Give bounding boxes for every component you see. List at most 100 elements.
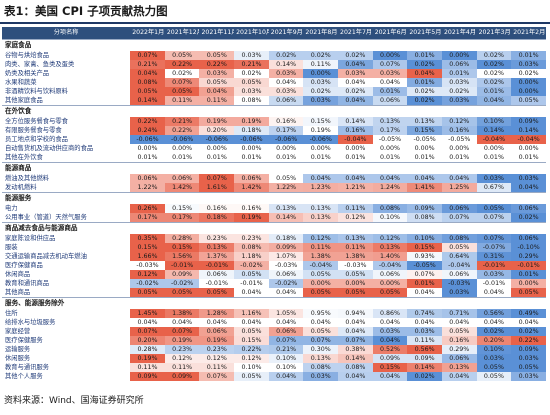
row-label: 其他个人服务	[5, 373, 43, 380]
heat-cell: 0.17%	[130, 213, 165, 223]
heat-cell: 0.15%	[372, 363, 408, 372]
heat-cell: 0.28%	[130, 345, 165, 354]
heat-cell: 0.08%	[441, 234, 477, 243]
section-header-row: 商品减去食品与能源商品	[2, 222, 546, 234]
heat-cell: 0.12%	[234, 354, 269, 363]
heat-cell: 0.11%	[199, 363, 235, 372]
row-label: 其他商品	[5, 289, 31, 296]
heat-cell: 0.00%	[511, 279, 546, 288]
heat-cell: 0.08%	[303, 363, 339, 372]
heat-cell: 0.00%	[372, 144, 408, 153]
heat-cell: 0.04%	[338, 174, 373, 183]
section-label: 能源服务	[2, 192, 546, 204]
heat-cell: 0.08%	[372, 204, 408, 213]
heat-cell: 0.07%	[164, 78, 200, 87]
row-label: 家庭陈设和供应品	[5, 235, 56, 242]
heat-cell: 0.15%	[164, 243, 200, 252]
heat-cell: 0.04%	[199, 87, 235, 96]
section-label: 家庭食品	[2, 39, 546, 51]
heat-cell: -0.02%	[164, 279, 200, 288]
table-row: 发动机燃料 1.22% 1.42% 1.61% 1.42% 1.22% 1.23% 1.21%…	[2, 183, 546, 193]
heat-cell: 1.40%	[372, 252, 408, 261]
heat-cell: 0.05%	[130, 87, 165, 96]
column-header: 2021年12月	[164, 27, 200, 40]
heat-cell: 0.07%	[338, 336, 373, 345]
heat-cell: 0.03%	[441, 96, 477, 106]
heat-cell: 0.05%	[234, 327, 269, 336]
heat-cell: 0.03%	[303, 96, 339, 106]
heat-cell: 0.00%	[164, 144, 200, 153]
heat-cell: 0.08%	[234, 243, 269, 252]
heat-cell: 0.06%	[441, 270, 477, 279]
row-label: 肉类、家禽、鱼类及蛋类	[5, 61, 75, 68]
table-row: 肉类、家禽、鱼类及蛋类 0.21% 0.22% 0.22% 0.21% 0.14% 0.11…	[2, 60, 546, 69]
heat-cell: 0.29%	[511, 252, 546, 261]
column-header: 2021年10月	[234, 27, 269, 40]
heat-cell: 0.38%	[338, 345, 373, 354]
heat-cell: 0.04%	[303, 174, 339, 183]
heat-cell: 0.06%	[511, 204, 546, 213]
heat-cell: 0.04%	[372, 318, 408, 327]
heat-cell: 0.03%	[234, 51, 269, 60]
heat-cell: 0.13%	[303, 354, 339, 363]
heat-cell: -0.05%	[441, 135, 477, 144]
heat-cell: 0.28%	[164, 234, 200, 243]
heat-cell: 0.02%	[476, 51, 512, 60]
table-row: 运输服务 0.28% 0.23% 0.23% 0.22% 0.21% 0.30% 0.38% 0…	[2, 345, 546, 354]
table-row: 公用事业（管道）天然气服务 0.17% 0.17% 0.18% 0.19% 0.14% 0.…	[2, 213, 546, 223]
heat-cell: 0.02%	[303, 51, 339, 60]
heat-cell: 0.14%	[511, 126, 546, 135]
heat-cell: 0.03%	[511, 60, 546, 69]
column-header: 2021年3月	[476, 27, 512, 40]
section-label: 能源商品	[2, 162, 546, 174]
header-row: 分项名称 2022年1月 2021年12月 2021年11月 2021年10月 …	[2, 27, 546, 40]
heat-cell: 0.56%	[476, 309, 512, 318]
heat-cell: 0.18%	[199, 213, 235, 223]
heat-cell: 0.12%	[199, 354, 235, 363]
heat-cell: 0.22%	[130, 117, 165, 126]
heat-cell: 0.00%	[303, 144, 339, 153]
heat-cell: 0.95%	[303, 309, 339, 318]
heat-cell: 0.21%	[268, 345, 304, 354]
heat-cell: 0.01%	[130, 153, 165, 163]
heat-cell: 0.31%	[476, 252, 512, 261]
heat-cell: 1.42%	[164, 183, 200, 193]
table-row: 给排水与垃圾服务 0.04% 0.04% 0.04% 0.04% 0.04% 0.04% 0.…	[2, 318, 546, 327]
heat-cell: 0.01%	[476, 153, 512, 163]
heat-cell: -0.02%	[130, 279, 165, 288]
heat-cell: 0.04%	[407, 69, 442, 78]
heat-cell: 0.05%	[234, 78, 269, 87]
heat-cell: 0.13%	[303, 204, 339, 213]
heat-cell: 0.01%	[407, 279, 442, 288]
heat-cell: 0.14%	[338, 117, 373, 126]
heat-cell: 0.05%	[441, 327, 477, 336]
heat-cell: 0.05%	[234, 372, 269, 381]
heat-cell: 0.03%	[338, 69, 373, 78]
heat-cell: 0.01%	[407, 51, 442, 60]
heat-cell: -0.04%	[303, 261, 339, 270]
heat-cell: 0.00%	[234, 144, 269, 153]
heat-cell: 0.13%	[303, 213, 339, 223]
heat-cell: 0.22%	[164, 126, 200, 135]
heat-cell: 1.22%	[268, 183, 304, 193]
heat-cell: 0.15%	[164, 204, 200, 213]
table-row: 其他家庭食品 0.14% 0.11% 0.11% 0.08% 0.06% 0.03% 0.04…	[2, 96, 546, 106]
table-row: 水果和蔬菜 0.08% 0.07% 0.05% 0.05% 0.04% 0.03% 0.04%…	[2, 78, 546, 87]
heat-cell: 0.01%	[511, 153, 546, 163]
heat-cell: -0.10%	[511, 243, 546, 252]
heat-cell: 0.64%	[441, 252, 477, 261]
heat-cell: 0.02%	[407, 372, 442, 381]
heat-cell: -0.03%	[441, 279, 477, 288]
heat-cell: 0.03%	[441, 78, 477, 87]
heat-cell: 0.03%	[303, 78, 339, 87]
table-row: 教育和通讯商品 -0.02% -0.02% -0.01% -0.01% -0.02% 0.0…	[2, 279, 546, 288]
heat-cell: 0.23%	[234, 234, 269, 243]
heat-cell: 0.15%	[407, 126, 442, 135]
heat-cell: 0.00%	[338, 144, 373, 153]
heat-cell: 0.19%	[199, 117, 235, 126]
heat-cell: 0.04%	[372, 78, 408, 87]
heat-cell: 0.05%	[164, 288, 200, 298]
heat-cell: 0.16%	[234, 204, 269, 213]
heat-cell: 0.00%	[199, 144, 235, 153]
source-note: 资料来源：Wind、国海证券研究所	[4, 396, 144, 406]
